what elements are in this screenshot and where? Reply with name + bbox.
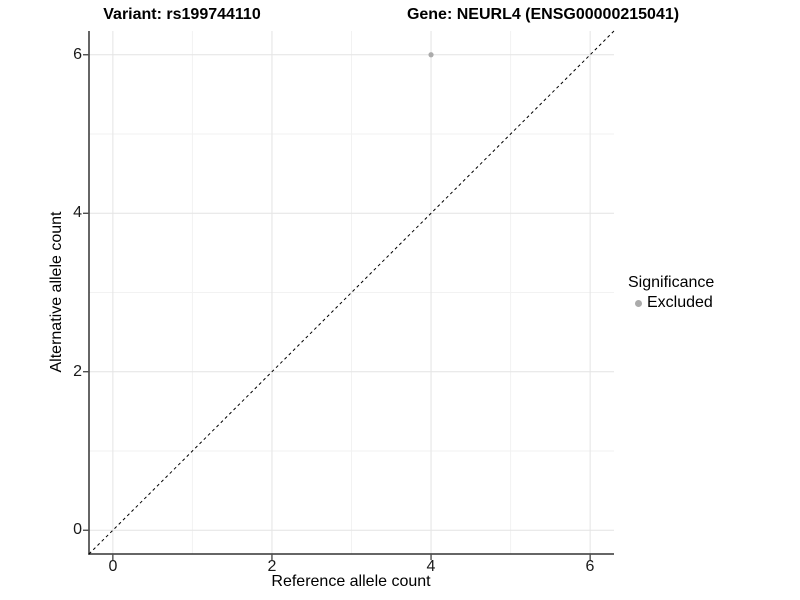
x-tick-label: 0 (108, 558, 118, 575)
y-tick-label: 2 (73, 363, 82, 380)
plot-title-variant: Variant: rs199744110 (103, 6, 261, 23)
legend-item: Excluded (628, 294, 714, 312)
x-tick-label: 6 (585, 558, 595, 575)
legend-title: Significance (628, 274, 715, 291)
data-point (428, 52, 434, 58)
x-tick-label: 4 (426, 558, 436, 575)
y-axis-title: Alternative allele count (48, 211, 65, 373)
legend-marker-circle-icon (635, 299, 642, 307)
legend-items: Excluded (628, 294, 714, 312)
legend-item-label: Excluded (647, 294, 713, 311)
y-tick-label: 6 (73, 46, 82, 63)
plot-title-gene: Gene: NEURL4 (ENSG00000215041) (406, 6, 680, 23)
y-tick-label: 4 (73, 204, 82, 221)
y-tick-label: 0 (73, 521, 82, 538)
x-axis-title: Reference allele count (271, 573, 431, 590)
x-tick-label: 2 (267, 558, 277, 575)
legend: Significance Excluded (628, 273, 714, 312)
